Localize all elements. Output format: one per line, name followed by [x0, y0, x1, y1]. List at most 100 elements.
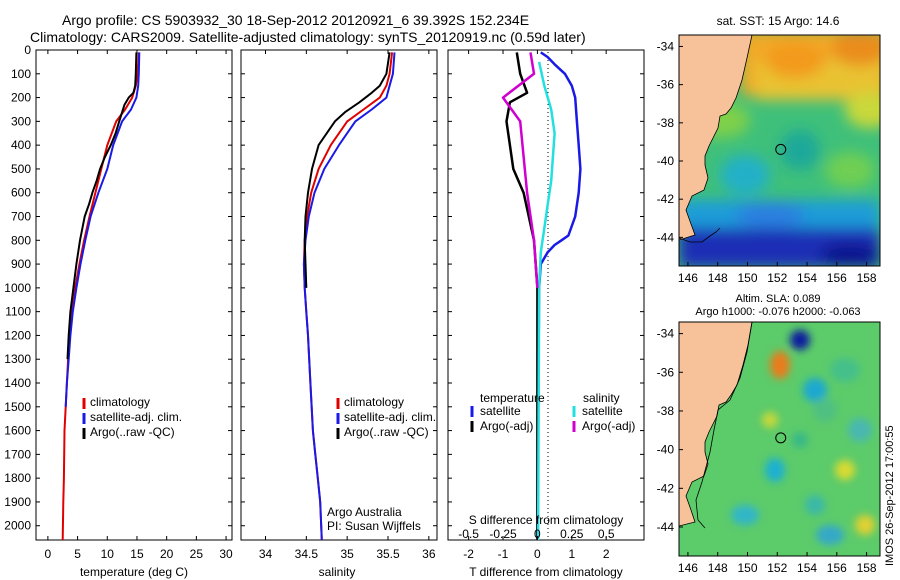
sdiff-xtick-label: 0: [534, 527, 541, 541]
legend-s-argo-label: Argo(-adj): [582, 419, 635, 433]
legend-argo-label: Argo(..raw -QC): [344, 425, 429, 439]
temperature-legend: climatology satellite-adj. clim. Argo(..…: [82, 395, 182, 439]
salinity-xtick-label: 34: [259, 547, 273, 561]
depth-ytick-label: 100: [11, 67, 31, 81]
sla-lat-label: -42: [657, 481, 675, 495]
sst-shelf-contour: [679, 227, 721, 243]
salinity-panel: 34 34.5 35 35.5 36 salinity climatology sate…: [240, 49, 438, 579]
depth-ytick-label: 0: [24, 43, 31, 57]
sla-float-marker: [775, 432, 787, 444]
salinity-ticks: 34 34.5 35 35.5 36: [241, 49, 437, 561]
difference-legend: temperature satellite Argo(-adj) salinit…: [470, 391, 635, 433]
sla-title-2: Argo h1000: -0.076 h2000: -0.063: [695, 306, 860, 318]
sla-lon-label: 148: [708, 561, 728, 575]
sla-ticks: 146 148 150 152 154 156 158 -34 -36 -38 -40 -42 -44: [657, 327, 877, 575]
depth-ytick-label: 500: [11, 162, 31, 176]
depth-ytick-label: 1000: [4, 281, 31, 295]
tdiff-xtick-label: 1: [568, 547, 575, 561]
difference-series-group: [501, 51, 582, 541]
salinity-axes: [240, 49, 438, 541]
sst-lon-label: 150: [737, 271, 757, 285]
legend-argo-label: Argo(..raw -QC): [90, 425, 175, 439]
temperature-xtick-label: 20: [160, 547, 174, 561]
sst-field: [679, 35, 880, 266]
sst-lon-label: 156: [827, 271, 847, 285]
title-line-2: Climatology: CARS2009. Satellite-adjuste…: [30, 29, 586, 45]
sst-lon-label: 152: [767, 271, 787, 285]
depth-ytick-label: 300: [11, 114, 31, 128]
depth-ytick-label: 1200: [4, 328, 31, 342]
legend-climatology-label: climatology: [90, 395, 150, 409]
temperature-xtick-label: 30: [219, 547, 233, 561]
temperature-xlabel: temperature (deg C): [80, 565, 188, 579]
sst-lon-label: 146: [678, 271, 698, 285]
sdiff-xtick-label: -0.5: [458, 527, 479, 541]
sla-shelf-contour: [695, 322, 753, 529]
t-difference-label: T difference from climatology: [469, 565, 623, 579]
sla-frame: [678, 321, 881, 557]
depth-ytick-label: 1800: [4, 471, 31, 485]
sla-lat-label: -40: [657, 443, 675, 457]
sst-float-marker: [775, 143, 787, 155]
credit-line-1: Argo Australia: [327, 505, 402, 519]
legend-t-argo-label: Argo(-adj): [480, 419, 533, 433]
salinity-xtick-label: 35: [340, 547, 354, 561]
series-argo-line: [66, 52, 138, 360]
sla-lon-label: 152: [767, 561, 787, 575]
sla-lon-label: 156: [827, 561, 847, 575]
difference-axes: [447, 49, 645, 541]
depth-ytick-label: 900: [11, 257, 31, 271]
temperature-xtick-label: 5: [74, 547, 81, 561]
series-climatology-line: [61, 52, 140, 541]
sla-lat-label: -44: [657, 520, 675, 534]
sla-lon-label: 158: [857, 561, 877, 575]
depth-ytick-label: 1600: [4, 424, 31, 438]
sst-ticks: 146 148 150 152 154 156 158 -34 -36 -38 -40 -42 -44: [657, 39, 877, 285]
legend-salinity-title: salinity: [583, 391, 620, 405]
depth-ytick-label: 400: [11, 138, 31, 152]
legend-s-satellite-label: satellite: [582, 404, 623, 418]
sst-landmass: [679, 35, 753, 241]
credit-line-2: PI: Susan Wijffels: [327, 519, 421, 533]
temperature-axes: [35, 49, 233, 541]
temperature-panel: 0 5 10 15 20 25 300100200300400500600700800900…: [4, 43, 233, 579]
series-satellite-line: [64, 52, 141, 407]
difference-panel: -2 -1 0 1 2 -0.5 -0.25 0 0.25 0.5 S difference fr…: [447, 49, 645, 579]
depth-ytick-label: 1700: [4, 447, 31, 461]
s-difference-label: S difference from climatology: [469, 513, 624, 527]
sla-lat-label: -38: [657, 404, 675, 418]
salinity-series-group: [302, 52, 396, 541]
temperature-xtick-label: 15: [130, 547, 144, 561]
salinity-xtick-label: 34.5: [295, 547, 319, 561]
legend-t-satellite-label: satellite: [480, 404, 521, 418]
depth-ytick-label: 800: [11, 233, 31, 247]
depth-ytick-label: 1300: [4, 352, 31, 366]
depth-ytick-label: 200: [11, 91, 31, 105]
tdiff-xtick-label: -2: [463, 547, 474, 561]
sla-lat-label: -34: [657, 327, 675, 341]
sst-lon-label: 158: [857, 271, 877, 285]
legend-climatology-label: climatology: [344, 395, 404, 409]
sst-lat-label: -44: [657, 230, 675, 244]
salinity-legend: climatology satellite-adj. clim. Argo(..…: [336, 395, 436, 439]
sla-lon-label: 146: [678, 561, 698, 575]
sst-lon-label: 154: [797, 271, 817, 285]
depth-ytick-label: 2000: [4, 519, 31, 533]
sst-title: sat. SST: 15 Argo: 14.6: [717, 14, 840, 28]
depth-ytick-label: 1100: [5, 305, 31, 319]
temperature-xtick-label: 10: [101, 547, 115, 561]
sst-lat-label: -36: [657, 78, 675, 92]
sst-lat-label: -40: [657, 154, 675, 168]
tdiff-xtick-label: -1: [498, 547, 509, 561]
sdiff-xtick-label: 0.25: [560, 527, 584, 541]
temperature-ticks: 0 5 10 15 20 25 300100200300400500600700800900…: [4, 43, 233, 561]
depth-ytick-label: 1900: [4, 495, 31, 509]
sst-map: sat. SST: 15 Argo: 14.6: [657, 14, 881, 285]
sla-lon-label: 154: [797, 561, 817, 575]
temperature-series-group: [61, 52, 141, 541]
depth-ytick-label: 600: [11, 186, 31, 200]
imos-timestamp: IMOS 26-Sep-2012 17:00:55: [884, 425, 896, 566]
series-argo-line: [303, 52, 391, 288]
depth-ytick-label: 700: [11, 210, 31, 224]
